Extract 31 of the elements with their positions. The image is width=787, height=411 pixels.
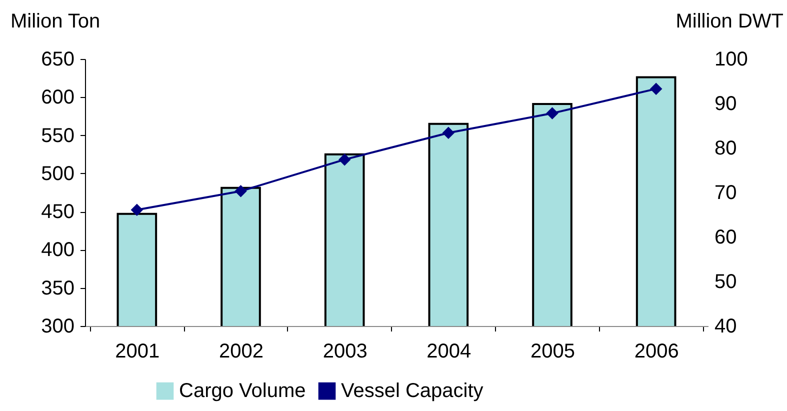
point	[546, 107, 558, 120]
y2-tick-label: 60	[714, 226, 737, 248]
y-tick-label: 550	[41, 124, 74, 147]
y2-tick-label: 100	[714, 48, 748, 70]
legend-label: Cargo Volume	[179, 380, 306, 402]
y2-tick-label: 70	[714, 182, 737, 204]
x-tick-label: 2002	[219, 340, 264, 362]
x-tick-label: 2006	[634, 340, 679, 362]
y-tick-label: 650	[41, 48, 74, 70]
x-tick-label: 2004	[426, 340, 472, 362]
y-tick-label: 400	[41, 239, 74, 262]
y2-tick-label: 80	[714, 138, 737, 160]
y-tick-label: 350	[41, 277, 74, 300]
x-tick-label: 2003	[322, 340, 368, 362]
y2-tick-label: 50	[714, 271, 737, 293]
point	[650, 82, 662, 95]
y-tick-label: 500	[41, 162, 74, 185]
x-tick-label: 2005	[530, 340, 575, 362]
x-tick-label: 2001	[115, 340, 160, 362]
y-axis-title: Milion Ton	[10, 10, 100, 32]
y2-tick-label: 90	[714, 93, 737, 115]
point	[442, 126, 455, 139]
y-tick-label: 300	[41, 316, 74, 338]
point	[234, 185, 247, 198]
y2-axis-title: Million DWT	[676, 10, 784, 32]
y2-tick-label: 40	[714, 316, 737, 338]
y-tick-label: 600	[41, 86, 74, 109]
point	[338, 153, 351, 166]
legend-label: Vessel Capacity	[341, 380, 484, 402]
y-tick-label: 450	[41, 201, 74, 224]
point	[130, 204, 144, 216]
